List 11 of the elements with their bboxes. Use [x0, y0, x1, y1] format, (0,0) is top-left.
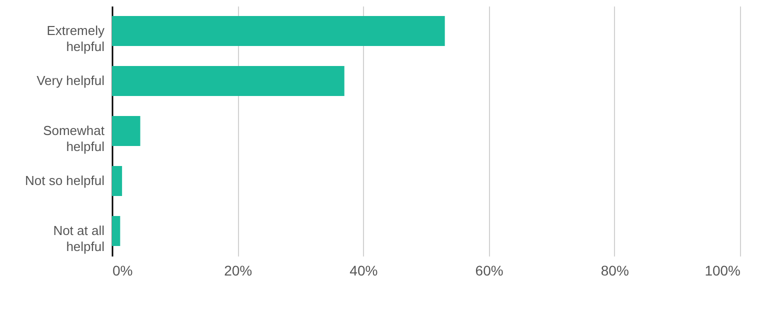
y-tick-label: Very helpful — [36, 73, 105, 88]
x-tick-label: 60% — [475, 262, 504, 278]
y-tick-label: Extremely helpful — [46, 23, 105, 54]
x-tick-label: 40% — [350, 262, 378, 278]
x-tick-label: 0% — [112, 262, 133, 278]
y-tick-label: Not at all helpful — [53, 223, 105, 254]
x-tick-label: 100% — [704, 262, 740, 278]
x-tick-label: 20% — [224, 262, 252, 278]
x-tick-label: 80% — [600, 262, 629, 278]
y-tick-label: Not so helpful — [25, 173, 105, 188]
y-tick-label: Somewhat helpful — [43, 123, 105, 154]
